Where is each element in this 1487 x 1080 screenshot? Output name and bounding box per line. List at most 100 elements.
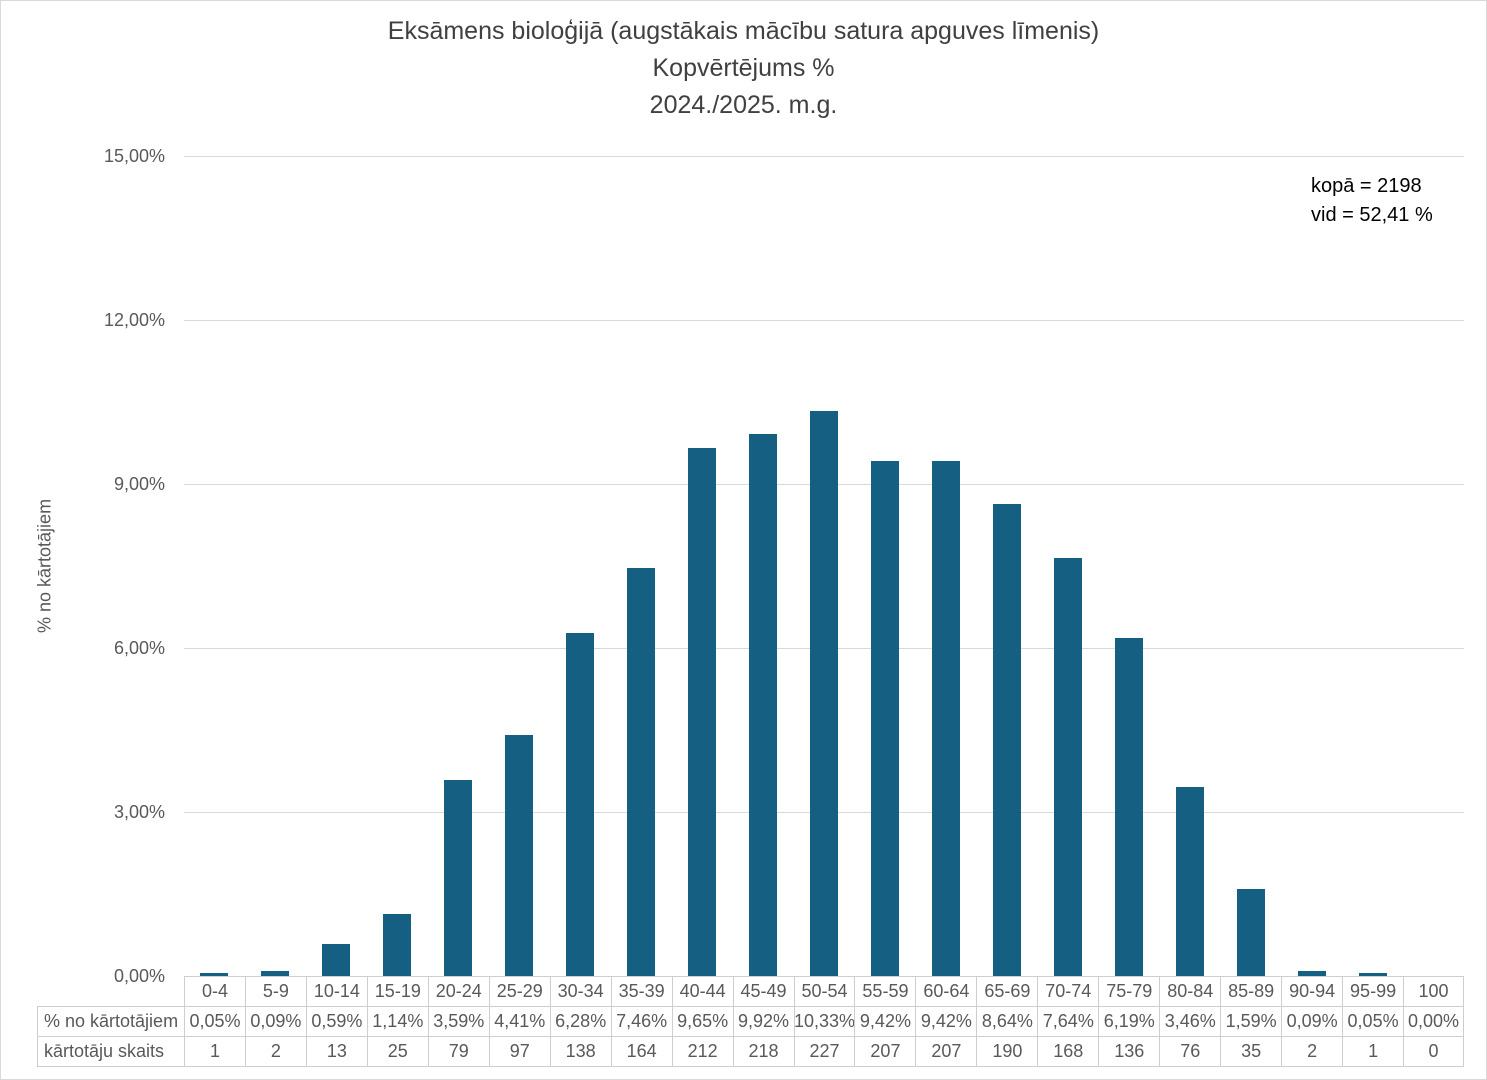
table-cell-count-60-64: 207 — [915, 1036, 977, 1067]
table-cell-pct-70-74: 7,64% — [1037, 1006, 1099, 1036]
table-cell-pct-85-89: 1,59% — [1220, 1006, 1282, 1036]
bar-80-84 — [1175, 786, 1204, 976]
table-cell-count-5-9: 2 — [244, 1036, 306, 1067]
table-cell-pct-35-39: 7,46% — [610, 1006, 672, 1036]
table-row-label-pct: % no kārtotājiem — [37, 1006, 184, 1036]
table-cell-pct-95-99: 0,05% — [1342, 1006, 1404, 1036]
table-cell-pct-80-84: 3,46% — [1159, 1006, 1221, 1036]
table-cell-pct-40-44: 9,65% — [671, 1006, 733, 1036]
bar-15-19 — [383, 913, 412, 976]
bar-65-69 — [992, 503, 1021, 976]
bar-5-9 — [261, 971, 290, 976]
table-cell-category-100: 100 — [1403, 976, 1464, 1006]
table-cell-pct-25-29: 4,41% — [488, 1006, 550, 1036]
table-cell-category-30-34: 30-34 — [549, 976, 611, 1006]
table-cell-pct-100: 0,00% — [1403, 1006, 1464, 1036]
y-tick-label: 9,00% — [113, 474, 165, 494]
table-cell-count-95-99: 1 — [1342, 1036, 1404, 1067]
table-cell-category-25-29: 25-29 — [488, 976, 550, 1006]
table-corner-cell — [37, 976, 184, 1006]
table-cell-category-85-89: 85-89 — [1220, 976, 1282, 1006]
table-cell-category-80-84: 80-84 — [1159, 976, 1221, 1006]
table-cell-category-95-99: 95-99 — [1342, 976, 1404, 1006]
bars — [184, 156, 1464, 976]
table-cell-category-10-14: 10-14 — [305, 976, 367, 1006]
bar-55-59 — [870, 461, 899, 976]
y-tick-label: 15,00% — [103, 146, 165, 166]
table-cell-category-90-94: 90-94 — [1281, 976, 1343, 1006]
table-cell-pct-45-49: 9,92% — [732, 1006, 794, 1036]
table-cell-count-10-14: 13 — [305, 1036, 367, 1067]
table-cell-pct-50-54: 10,33% — [793, 1006, 855, 1036]
table-cell-count-65-69: 190 — [976, 1036, 1038, 1067]
table-cell-count-85-89: 35 — [1220, 1036, 1282, 1067]
table-cell-category-50-54: 50-54 — [793, 976, 855, 1006]
bar-85-89 — [1236, 889, 1265, 976]
table-cell-pct-90-94: 0,09% — [1281, 1006, 1343, 1036]
table-cell-pct-60-64: 9,42% — [915, 1006, 977, 1036]
table-cell-count-40-44: 212 — [671, 1036, 733, 1067]
bar-30-34 — [566, 632, 595, 976]
y-axis-tick-labels: 0,00% 3,00% 6,00% 9,00% 12,00% 15,00% — [1, 146, 165, 986]
data-table: 0-4 5-9 10-14 15-19 20-24 25-29 30-34 35-39 40-4… — [37, 976, 1464, 1067]
table-cell-category-70-74: 70-74 — [1037, 976, 1099, 1006]
bar-50-54 — [810, 411, 838, 976]
table-cell-category-55-59: 55-59 — [854, 976, 916, 1006]
table-row-label-count: kārtotāju skaits — [37, 1036, 184, 1067]
bar-35-39 — [627, 568, 656, 976]
y-tick-label: 6,00% — [113, 638, 165, 658]
table-cell-count-35-39: 164 — [610, 1036, 672, 1067]
total-count-text: kopā = 2198 — [1311, 175, 1422, 197]
chart-title-line-3: 2024./2025. m.g. — [649, 91, 838, 119]
table-cell-pct-30-34: 6,28% — [549, 1006, 611, 1036]
table-cell-count-55-59: 207 — [854, 1036, 916, 1067]
y-tick-label: 3,00% — [113, 802, 165, 822]
y-tick-label: 12,00% — [103, 310, 165, 330]
table-cell-count-70-74: 168 — [1037, 1036, 1099, 1067]
table-cell-count-100: 0 — [1403, 1036, 1464, 1067]
gridline — [184, 320, 1464, 321]
table-cell-count-75-79: 136 — [1098, 1036, 1160, 1067]
table-cell-category-0-4: 0-4 — [184, 976, 245, 1006]
bar-40-44 — [688, 448, 717, 976]
table-cell-pct-10-14: 0,59% — [305, 1006, 367, 1036]
table-cell-count-90-94: 2 — [1281, 1036, 1343, 1067]
table-cell-category-15-19: 15-19 — [366, 976, 428, 1006]
table-cell-pct-20-24: 3,59% — [427, 1006, 489, 1036]
chart-title-line-1: Eksāmens bioloģijā (augstākais mācību sa… — [387, 17, 1100, 45]
table-cell-count-50-54: 227 — [793, 1036, 855, 1067]
mean-value-text: vid = 52,41 % — [1311, 204, 1433, 226]
table-cell-category-5-9: 5-9 — [244, 976, 306, 1006]
table-cell-count-20-24: 79 — [427, 1036, 489, 1067]
chart-title-line-2: Kopvērtējums % — [652, 54, 835, 82]
bar-20-24 — [444, 779, 473, 976]
table-cell-category-75-79: 75-79 — [1098, 976, 1160, 1006]
summary-annotation: kopā = 2198 vid = 52,41 % — [1311, 172, 1433, 230]
table-cell-pct-75-79: 6,19% — [1098, 1006, 1160, 1036]
y-tick-label: 0,00% — [113, 966, 165, 986]
bar-90-94 — [1297, 971, 1326, 976]
bar-75-79 — [1114, 637, 1143, 976]
bar-45-49 — [749, 433, 778, 976]
table-cell-category-45-49: 45-49 — [732, 976, 794, 1006]
table-cell-category-40-44: 40-44 — [671, 976, 733, 1006]
table-cell-count-25-29: 97 — [488, 1036, 550, 1067]
table-cell-pct-0-4: 0,05% — [184, 1006, 245, 1036]
gridline — [184, 156, 1464, 157]
bar-70-74 — [1053, 558, 1082, 976]
table-cell-count-45-49: 218 — [732, 1036, 794, 1067]
table-cell-category-60-64: 60-64 — [915, 976, 977, 1006]
table-cell-category-65-69: 65-69 — [976, 976, 1038, 1006]
table-cell-pct-55-59: 9,42% — [854, 1006, 916, 1036]
table-cell-category-35-39: 35-39 — [610, 976, 672, 1006]
table-cell-count-15-19: 25 — [366, 1036, 428, 1067]
plot-area — [184, 156, 1464, 977]
table-cell-count-80-84: 76 — [1159, 1036, 1221, 1067]
bar-95-99 — [1358, 973, 1387, 976]
table-cell-count-0-4: 1 — [184, 1036, 245, 1067]
table-cell-count-30-34: 138 — [549, 1036, 611, 1067]
bar-25-29 — [505, 734, 534, 976]
chart-title: Eksāmens bioloģijā (augstākais mācību sa… — [1, 13, 1486, 124]
table-cell-pct-15-19: 1,14% — [366, 1006, 428, 1036]
table-cell-category-20-24: 20-24 — [427, 976, 489, 1006]
